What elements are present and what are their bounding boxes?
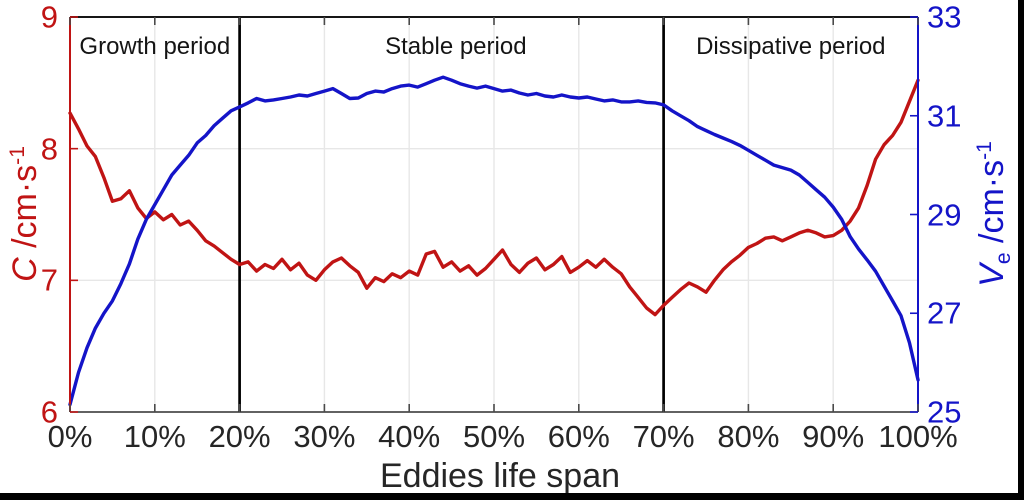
series-C-curve [68,78,920,317]
x-tick-label: 30% [293,419,356,454]
left-axis-tick-label: 6 [40,394,58,430]
x-tick-label: 50% [462,419,526,454]
period-label: Stable period [385,33,527,60]
x-tick-label: 90% [802,419,865,454]
x-tick-label: 70% [632,419,695,454]
right-axis-tick-label: 31 [927,98,962,134]
screenshot-border-bottom [0,493,1024,500]
x-tick-label: 100% [878,419,958,454]
right-axis-subscript: e [991,252,1015,265]
left-axis-tick-label: 8 [40,131,58,167]
right-axis-tick-label: 25 [927,394,962,430]
right-axis-exponent: -1 [973,141,997,160]
right-axis-variable: V [973,264,1011,287]
left-axis-exponent: -1 [6,146,30,165]
x-tick-label: 60% [547,419,610,454]
right-axis-tick-label: 27 [927,295,962,331]
x-tick-label: 20% [208,419,271,454]
right-axis-tick-label: 33 [927,0,962,35]
x-axis-title: Eddies life span [379,457,621,495]
x-tick-label: 10% [123,419,186,454]
right-axis-unit: /cm·s [973,159,1011,253]
x-tick-label: 0% [47,419,93,454]
x-tick-label: 40% [378,419,441,454]
series-Ve-curve [68,75,920,407]
left-axis-title: C /cm·s-1 [6,146,44,282]
right-axis-title: Ve /cm·s-1 [973,141,1015,287]
x-tick-label: 80% [717,419,780,454]
left-axis-tick-label: 9 [40,0,58,35]
screenshot-border-right [1018,0,1024,500]
left-axis-unit: /cm·s [6,164,44,258]
left-axis-tick-label: 7 [40,262,58,298]
period-label: Growth period [79,33,231,60]
left-axis-variable: C [6,257,44,282]
right-axis-tick-label: 29 [927,197,962,232]
period-label: Dissipative period [696,33,886,60]
